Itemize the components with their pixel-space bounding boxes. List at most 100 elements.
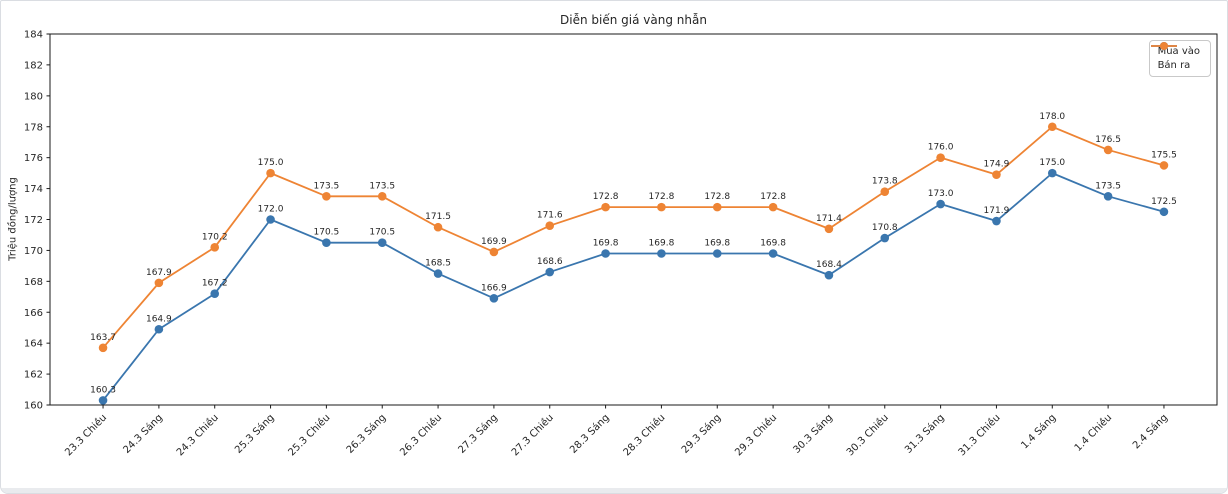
data-point <box>489 294 499 303</box>
data-point <box>1103 192 1113 201</box>
data-point-label: 166.9 <box>481 283 507 293</box>
data-point-label: 168.4 <box>816 260 842 270</box>
data-point-label: 169.8 <box>760 239 786 249</box>
data-point-label: 171.5 <box>425 212 451 222</box>
data-point <box>98 343 108 353</box>
x-tick-label: 24.3 Chiều <box>174 412 221 459</box>
data-point <box>712 249 722 258</box>
x-tick-label: 2.4 Sáng <box>1130 412 1170 452</box>
data-point <box>433 269 443 278</box>
legend-label: Mua vào <box>1157 46 1200 57</box>
chart-legend: Mua vào Bán ra <box>1148 40 1211 77</box>
data-point-label: 164.9 <box>146 314 172 324</box>
data-point-label: 173.5 <box>369 181 395 191</box>
data-point-label: 176.0 <box>928 143 954 153</box>
data-point <box>1047 168 1057 178</box>
data-point <box>489 247 499 257</box>
x-tick-label: 31.3 Chiều <box>956 412 1003 459</box>
y-tick-label: 178 <box>24 122 43 133</box>
data-point-label: 168.6 <box>537 257 563 267</box>
data-point-label: 172.8 <box>593 192 619 202</box>
data-point <box>936 153 945 162</box>
y-tick-label: 176 <box>24 153 43 164</box>
data-point-label: 175.0 <box>258 158 284 168</box>
x-tick-label: 1.4 Chiều <box>1072 412 1114 454</box>
x-tick-label: 25.3 Chiều <box>286 412 333 459</box>
y-tick-label: 160 <box>24 401 43 412</box>
data-point-label: 172.0 <box>258 205 284 215</box>
data-point <box>154 324 164 334</box>
data-point <box>210 243 220 252</box>
data-point <box>266 168 275 178</box>
data-point <box>824 224 834 234</box>
data-point-label: 170.2 <box>202 232 228 242</box>
axes-box <box>49 33 1218 406</box>
data-point-label: 170.5 <box>314 228 340 238</box>
data-point-label: 170.8 <box>872 223 898 233</box>
data-point-label: 172.5 <box>1151 197 1177 207</box>
data-point-label: 173.5 <box>1095 181 1121 191</box>
data-point-label: 175.0 <box>1039 158 1065 168</box>
data-point <box>712 202 722 212</box>
chart-title: Diễn biến giá vàng nhẫn <box>560 13 707 27</box>
data-point <box>1159 207 1169 217</box>
series-line <box>102 172 1165 402</box>
data-point-label: 173.0 <box>928 189 954 199</box>
y-tick-label: 168 <box>24 277 43 288</box>
data-point-label: 173.8 <box>872 177 898 187</box>
x-tick-label: 27.3 Chiều <box>509 412 556 459</box>
x-tick-label: 23.3 Chiều <box>62 412 109 459</box>
data-point-label: 169.9 <box>481 237 507 247</box>
data-point <box>377 192 387 201</box>
data-point-label: 172.8 <box>704 192 730 202</box>
data-point <box>657 249 666 258</box>
x-tick-label: 28.3 Chiều <box>621 412 668 459</box>
data-point <box>266 215 275 224</box>
legend-label: Bán ra <box>1157 60 1191 71</box>
data-point <box>824 270 834 280</box>
data-point <box>322 192 331 201</box>
data-point <box>210 289 220 299</box>
x-tick-label: 26.3 Sáng <box>344 412 388 456</box>
data-point-label: 171.6 <box>537 211 563 221</box>
data-point <box>1159 161 1169 170</box>
y-tick-label: 180 <box>24 91 43 102</box>
y-tick-label: 174 <box>24 184 43 195</box>
data-point <box>601 202 610 212</box>
y-tick-label: 184 <box>24 30 43 41</box>
data-point-label: 172.8 <box>649 192 675 202</box>
x-tick-label: 25.3 Sáng <box>232 412 276 456</box>
data-point <box>545 221 555 230</box>
data-point-label: 169.8 <box>593 239 619 249</box>
y-tick-label: 182 <box>24 60 43 71</box>
data-point <box>154 278 164 288</box>
x-tick-label: 30.3 Chiều <box>844 412 891 459</box>
data-point-label: 175.5 <box>1151 150 1177 160</box>
data-point <box>1103 145 1113 155</box>
data-point-label: 174.9 <box>984 160 1010 170</box>
x-tick-label: 24.3 Sáng <box>121 412 165 456</box>
data-point <box>768 249 778 258</box>
data-point-label: 172.8 <box>760 192 786 202</box>
x-tick-label: 26.3 Chiều <box>397 412 444 459</box>
series-line <box>102 125 1165 349</box>
data-point <box>992 216 1001 226</box>
data-point-label: 167.9 <box>146 268 172 278</box>
x-tick-label: 29.3 Chiều <box>733 412 780 459</box>
y-tick-label: 170 <box>24 246 43 257</box>
data-point-label: 170.5 <box>369 228 395 238</box>
y-tick-label: 162 <box>24 370 43 381</box>
data-point <box>601 249 610 258</box>
data-point <box>545 267 555 277</box>
x-tick-label: 30.3 Sáng <box>791 412 835 456</box>
x-tick-label: 28.3 Sáng <box>567 412 611 456</box>
data-point-label: 160.3 <box>90 385 116 395</box>
data-point <box>880 233 890 243</box>
legend-line-marker-icon <box>1150 42 1177 50</box>
data-point-label: 163.7 <box>90 333 116 343</box>
data-point <box>657 202 666 212</box>
data-point <box>880 187 890 196</box>
window-bottom-edge <box>1 488 1227 493</box>
